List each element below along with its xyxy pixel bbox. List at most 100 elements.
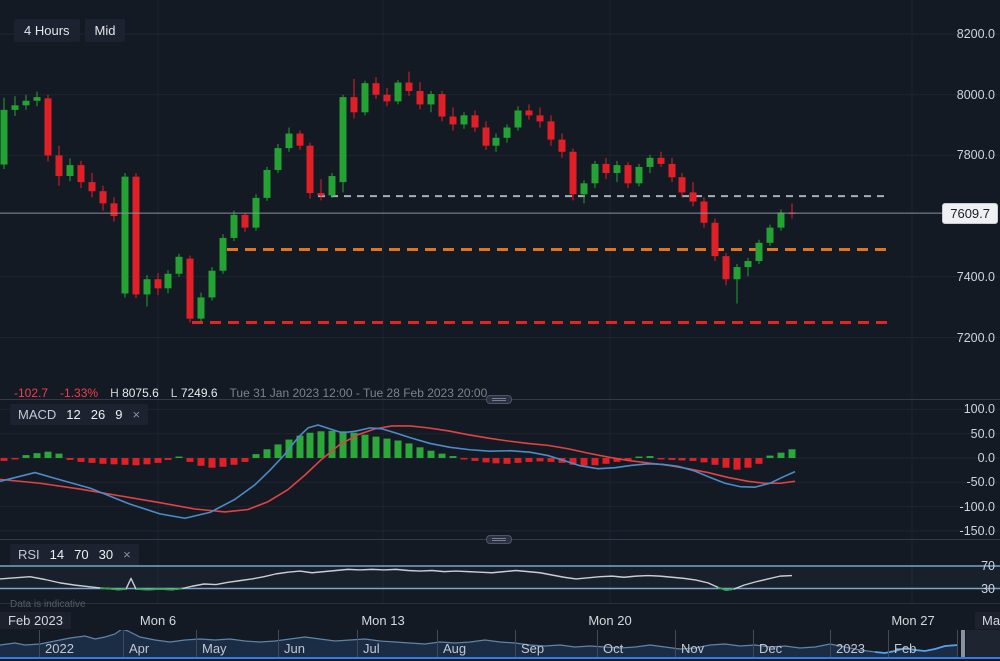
data-indicative-note: Data is indicative bbox=[10, 599, 86, 610]
time-axis-label: Mar 6 bbox=[975, 612, 1000, 629]
minimap-month-label: 2023 bbox=[836, 641, 865, 656]
price-chart-canvas[interactable] bbox=[0, 0, 1000, 399]
minimap-month-label: 2022 bbox=[45, 641, 74, 656]
candle bbox=[471, 115, 479, 128]
minimap-month-label: Jun bbox=[284, 641, 305, 656]
candle bbox=[372, 83, 380, 95]
macd-histogram-bar bbox=[744, 458, 752, 468]
candle bbox=[350, 97, 358, 113]
time-axis-label: Mon 20 bbox=[588, 613, 632, 628]
candle bbox=[591, 163, 599, 184]
minimap-month-label: Sep bbox=[521, 641, 545, 656]
macd-histogram-bar bbox=[230, 458, 238, 465]
macd-axis-tick: 50.0 bbox=[970, 426, 995, 441]
candle bbox=[668, 163, 676, 178]
candle bbox=[733, 267, 741, 280]
macd-histogram-bar bbox=[296, 435, 304, 458]
rsi-indicator-badge[interactable]: RSI 14 70 30 × bbox=[10, 544, 139, 565]
rsi-oversold-segment bbox=[717, 586, 735, 591]
price-axis-tick: 7800.0 bbox=[956, 148, 995, 163]
candle bbox=[503, 127, 511, 138]
timeframe-button[interactable]: 4 Hours bbox=[14, 19, 80, 42]
candle bbox=[624, 165, 632, 184]
macd-histogram-bar bbox=[591, 458, 599, 466]
macd-histogram-bar bbox=[208, 458, 216, 468]
candle bbox=[328, 176, 336, 196]
candle bbox=[0, 109, 8, 165]
macd-histogram-bar bbox=[449, 456, 457, 458]
minimap-future-region[interactable] bbox=[966, 630, 1000, 658]
price-axis-tick: 8200.0 bbox=[956, 27, 995, 41]
candle bbox=[339, 97, 347, 183]
rsi-oversold-segment bbox=[99, 587, 127, 591]
macd-close-icon[interactable]: × bbox=[132, 407, 141, 422]
candle bbox=[44, 98, 52, 156]
macd-histogram-bar bbox=[405, 443, 413, 458]
candle bbox=[154, 279, 162, 289]
rsi-label: RSI bbox=[18, 547, 40, 562]
macd-histogram-bar bbox=[132, 458, 140, 466]
price-type-button[interactable]: Mid bbox=[84, 19, 126, 42]
candle bbox=[678, 177, 686, 193]
macd-histogram-bar bbox=[657, 458, 665, 460]
macd-histogram-bar bbox=[186, 458, 194, 462]
ohlc-info-bar: -102.7 -1.33% H 8075.6 L 7249.6 Tue 31 Jan 2… bbox=[14, 386, 487, 400]
macd-histogram-bar bbox=[33, 453, 41, 458]
macd-histogram-bar bbox=[350, 432, 358, 458]
macd-histogram-bar bbox=[328, 430, 336, 458]
candle bbox=[263, 169, 271, 198]
candle bbox=[777, 212, 785, 228]
macd-histogram-bar bbox=[678, 458, 686, 461]
candle bbox=[744, 261, 752, 268]
macd-histogram-bar bbox=[711, 458, 719, 465]
low-label: L bbox=[170, 386, 178, 400]
macd-histogram-bar bbox=[66, 458, 74, 460]
macd-histogram-bar bbox=[602, 458, 610, 464]
minimap-month-divider bbox=[753, 630, 754, 658]
minimap-viewport-handle[interactable] bbox=[961, 630, 965, 658]
candle bbox=[689, 192, 697, 202]
time-axis-label: Mon 6 bbox=[139, 613, 177, 628]
candle bbox=[460, 115, 468, 125]
rsi-param-oversold: 30 bbox=[98, 547, 114, 562]
candle bbox=[416, 91, 424, 105]
candle bbox=[88, 182, 96, 192]
macd-histogram-bar bbox=[372, 436, 380, 458]
macd-histogram-bar bbox=[263, 449, 271, 458]
macd-histogram-bar bbox=[339, 431, 347, 458]
macd-histogram-bar bbox=[175, 456, 183, 458]
minimap-month-label: May bbox=[202, 641, 227, 656]
candle bbox=[755, 242, 763, 262]
macd-histogram-bar bbox=[274, 444, 282, 458]
minimap-month-label: Jul bbox=[363, 641, 380, 656]
candle bbox=[33, 97, 41, 101]
candle bbox=[306, 145, 314, 194]
macd-histogram-bar bbox=[613, 458, 621, 462]
price-axis-tick: 7400.0 bbox=[956, 269, 995, 284]
candle bbox=[197, 297, 205, 319]
macd-indicator-badge[interactable]: MACD 12 26 9 × bbox=[10, 404, 149, 425]
minimap-area bbox=[0, 630, 958, 658]
macd-histogram-bar bbox=[482, 458, 490, 463]
candle bbox=[164, 273, 172, 289]
candle bbox=[208, 270, 216, 298]
price-axis-tick: 8000.0 bbox=[956, 87, 995, 102]
change-percent: -1.33% bbox=[60, 386, 99, 400]
rsi-close-icon[interactable]: × bbox=[123, 547, 131, 562]
rsi-panel-canvas[interactable] bbox=[0, 539, 1000, 603]
rsi-panel-resize-handle[interactable] bbox=[486, 535, 512, 544]
macd-histogram-bar bbox=[0, 458, 8, 461]
candle bbox=[219, 237, 227, 271]
macd-panel-canvas[interactable] bbox=[0, 399, 1000, 539]
minimap-month-label: Dec bbox=[759, 641, 783, 656]
candle bbox=[296, 133, 304, 146]
macd-histogram-bar bbox=[164, 458, 172, 460]
candle bbox=[602, 163, 610, 174]
macd-axis-tick: -100.0 bbox=[959, 499, 995, 514]
macd-histogram-bar bbox=[317, 431, 325, 458]
macd-panel-resize-handle[interactable] bbox=[486, 395, 512, 404]
candle bbox=[175, 256, 183, 274]
macd-histogram-bar bbox=[689, 458, 697, 461]
macd-histogram-bar bbox=[143, 458, 151, 465]
